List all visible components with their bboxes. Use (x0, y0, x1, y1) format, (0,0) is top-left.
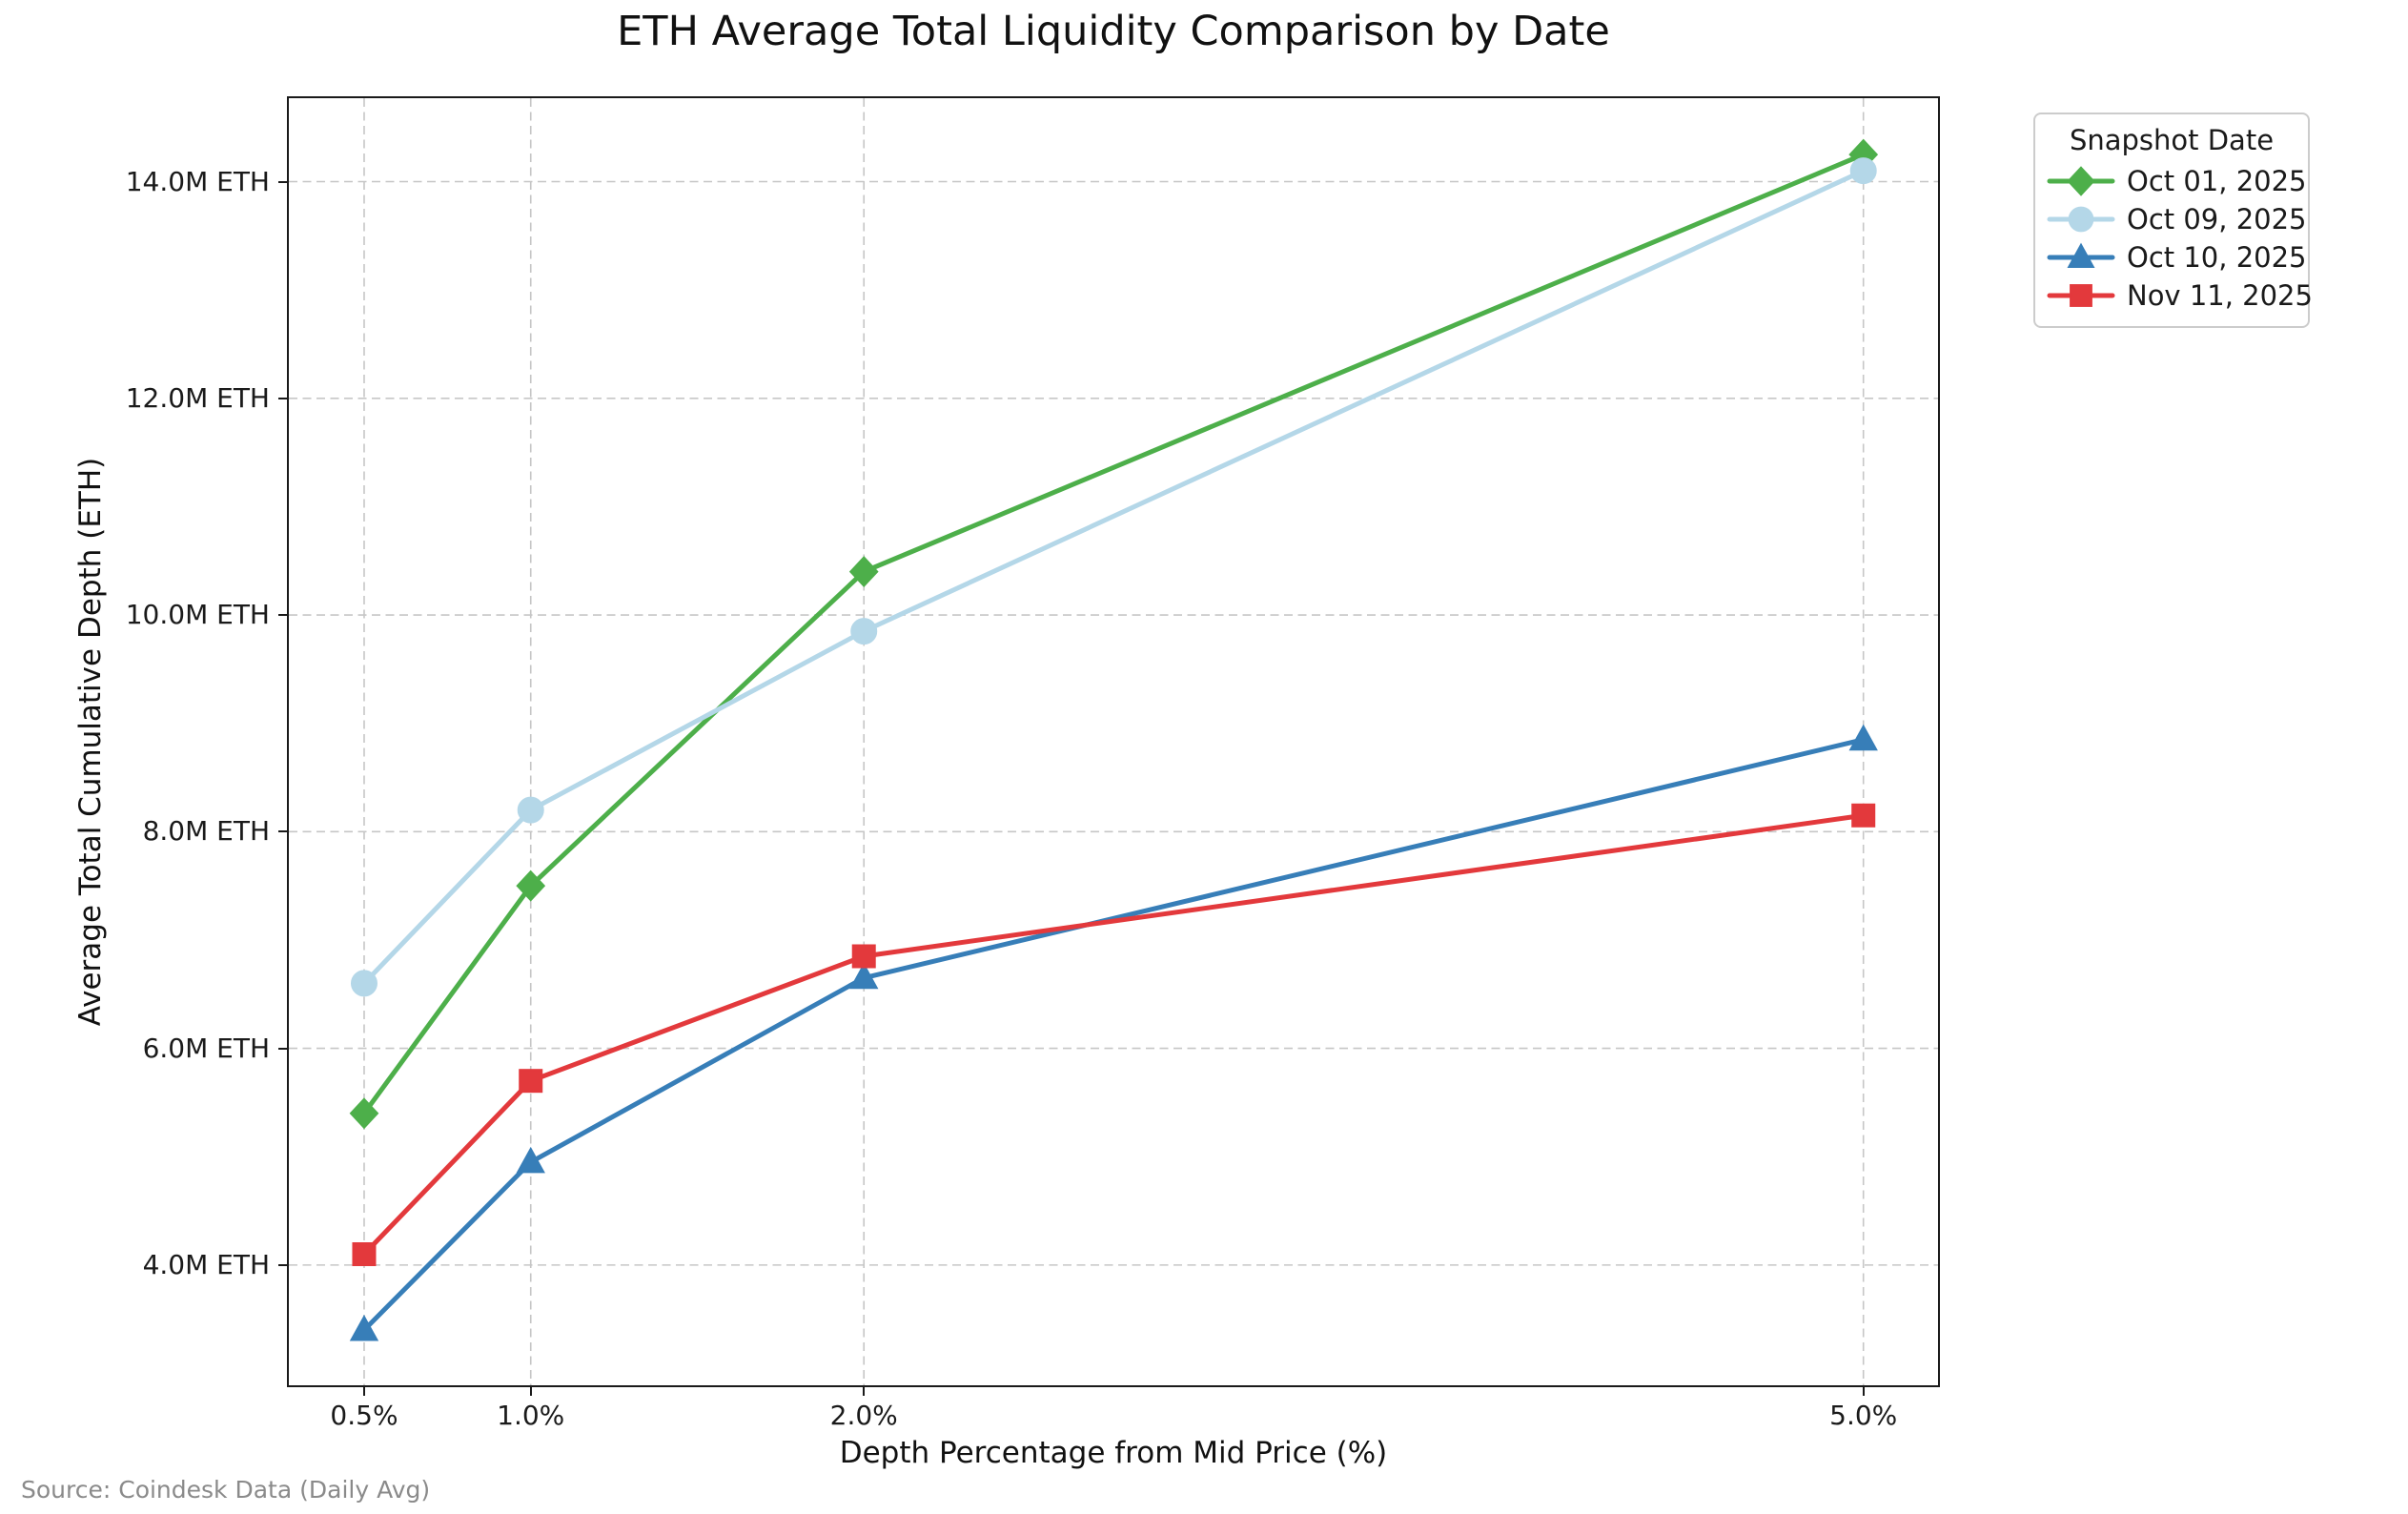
x-axis-label: Depth Percentage from Mid Price (%) (839, 1436, 1388, 1470)
diamond-marker (516, 870, 546, 902)
series-line (361, 152, 1867, 1116)
diamond-marker (848, 556, 879, 588)
x-tick-mark (863, 1387, 866, 1396)
circle-marker (1849, 157, 1877, 185)
legend-entry: Nov 11, 2025 (2047, 276, 2313, 315)
x-tick-label: 2.0% (829, 1400, 898, 1431)
legend-entry-label: Oct 01, 2025 (2127, 165, 2307, 197)
y-tick-mark (278, 1263, 287, 1266)
x-tick-label: 5.0% (1829, 1400, 1898, 1431)
circle-marker (850, 618, 878, 645)
x-tick-mark (362, 1387, 365, 1396)
plot-svg (289, 98, 1938, 1385)
y-tick-mark (278, 397, 287, 399)
y-tick-label: 4.0M ETH (142, 1248, 270, 1280)
triangle-up-marker (849, 962, 879, 990)
circle-marker (2068, 206, 2094, 233)
square-marker (2070, 284, 2092, 307)
square-marker (352, 1242, 377, 1266)
series-line (361, 737, 1867, 1333)
y-tick-label: 10.0M ETH (125, 599, 270, 631)
legend-entry-label: Oct 09, 2025 (2127, 203, 2307, 235)
diamond-marker (349, 1097, 379, 1130)
x-tick-label: 1.0% (497, 1400, 565, 1431)
x-tick-label: 0.5% (330, 1400, 398, 1431)
triangle-up-marker (1848, 724, 1878, 751)
legend-entries: Oct 01, 2025 Oct 09, 2025 Oct 10, 2025 Nov … (2047, 162, 2313, 315)
plot-area (287, 96, 1940, 1387)
y-tick-label: 6.0M ETH (142, 1032, 270, 1064)
circle-marker (350, 970, 378, 997)
y-tick-label: 8.0M ETH (142, 815, 270, 848)
legend-box: Snapshot Date Oct 01, 2025 Oct 09, 2025 Oc… (2033, 113, 2313, 328)
circle-marker (517, 796, 544, 824)
triangle-up-marker (516, 1146, 545, 1174)
series-line (361, 168, 1867, 986)
source-note: Source: Coindesk Data (Daily Avg) (21, 1476, 431, 1504)
legend-entry: Oct 01, 2025 (2047, 162, 2307, 200)
square-marker (851, 944, 876, 969)
diamond-marker (2067, 166, 2095, 196)
y-tick-mark (278, 180, 287, 183)
y-tick-mark (278, 1047, 287, 1050)
legend-entry: Oct 10, 2025 (2047, 238, 2307, 276)
y-tick-mark (278, 614, 287, 617)
legend-swatch-circle-icon (2047, 206, 2115, 233)
y-tick-mark (278, 830, 287, 833)
x-tick-mark (529, 1387, 532, 1396)
legend-swatch-triangle-up-icon (2047, 242, 2115, 268)
y-tick-label: 14.0M ETH (125, 165, 270, 197)
triangle-up-marker (2067, 242, 2095, 268)
legend-title: Snapshot Date (2069, 124, 2275, 156)
legend-entry-label: Oct 10, 2025 (2127, 241, 2307, 274)
legend-swatch-square-icon (2047, 284, 2115, 307)
y-axis-label: Average Total Cumulative Depth (ETH) (73, 457, 108, 1027)
chart-title: ETH Average Total Liquidity Comparison b… (617, 8, 1610, 55)
triangle-up-marker (349, 1314, 379, 1341)
y-tick-label: 12.0M ETH (125, 381, 270, 414)
legend-entry: Oct 09, 2025 (2047, 200, 2307, 238)
square-marker (519, 1069, 543, 1094)
legend-entry-label: Nov 11, 2025 (2127, 279, 2313, 312)
x-tick-mark (1862, 1387, 1865, 1396)
series-line (361, 812, 1867, 1257)
legend-swatch-diamond-icon (2047, 166, 2115, 196)
square-marker (1851, 803, 1876, 828)
